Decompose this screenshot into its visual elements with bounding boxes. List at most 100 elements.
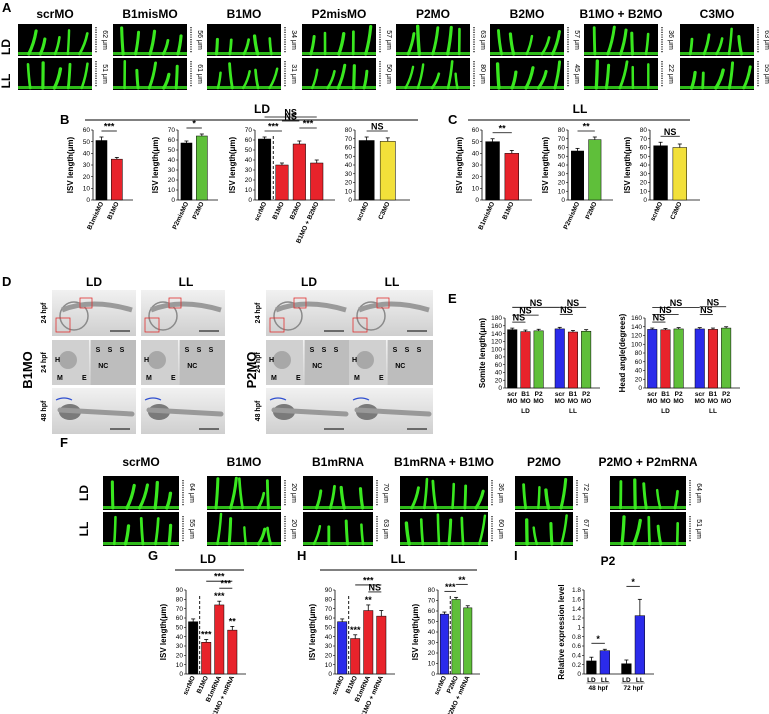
- x-tick-label-sub: MO: [533, 398, 543, 405]
- y-axis-label: ISV length(μm): [228, 136, 237, 193]
- panel-f-col-title: B1mRNA + B1MO: [394, 455, 494, 469]
- significance-label: *: [192, 119, 196, 129]
- label-e: E: [296, 375, 301, 382]
- vessel-sprout: [553, 60, 562, 90]
- panel-a-ll-image: [18, 58, 92, 90]
- y-tick-label: 60: [635, 359, 643, 366]
- embryo-image: [349, 290, 433, 336]
- y-tick-label: 100: [491, 346, 502, 353]
- eye-shape: [273, 351, 291, 369]
- bar: [350, 638, 361, 675]
- significance-label: NS: [700, 305, 713, 315]
- vessel-sprout: [549, 522, 554, 546]
- label-nc: NC: [312, 363, 322, 370]
- bar: [196, 135, 208, 201]
- bar: [588, 139, 602, 201]
- label-m: M: [57, 375, 63, 382]
- bar: [621, 663, 632, 675]
- significance-label: NS: [513, 313, 526, 323]
- x-tick-label: LD: [622, 677, 631, 684]
- panel-letter-g: G: [148, 548, 158, 563]
- panel-letter-a: A: [2, 0, 12, 15]
- x-tick-label-sub: MO: [568, 398, 578, 405]
- panel-a-ld-length: 56 μm: [196, 30, 203, 50]
- significance-label: **: [583, 122, 591, 132]
- y-tick-label: 20: [325, 653, 333, 660]
- bar: [672, 147, 687, 201]
- vessel-sprout: [447, 518, 453, 546]
- y-tick-label: 50: [325, 625, 333, 632]
- panel-a-row-label: LD: [0, 39, 13, 55]
- vessel-sprout: [139, 517, 145, 546]
- vessel-sprout: [360, 523, 365, 546]
- vessel-sprout: [594, 59, 599, 90]
- larva-body: [146, 407, 224, 417]
- y-tick-label: 30: [83, 162, 91, 169]
- dorsal-vessel: [400, 542, 488, 545]
- x-tick-label: scr: [555, 391, 565, 398]
- label-s: S: [197, 347, 202, 354]
- y-tick-label: 80: [558, 127, 566, 134]
- panel-a-ll-image: [207, 58, 281, 90]
- y-tick-label: 0: [431, 671, 435, 678]
- eye-shape: [59, 351, 77, 369]
- x-group-label: 48 hpf: [589, 685, 609, 692]
- dorsal-vessel: [207, 52, 281, 55]
- label-s: S: [185, 347, 190, 354]
- x-tick-label: LL: [636, 677, 644, 684]
- y-tick-label: 60: [168, 137, 176, 144]
- y-tick-label: 70: [245, 127, 253, 134]
- y-tick-label: 20: [176, 653, 184, 660]
- panel-f-ll-image: [400, 512, 488, 546]
- panel-f-ll-image: [103, 512, 179, 546]
- y-tick-label: 50: [83, 139, 91, 146]
- y-tick-label: 30: [345, 171, 353, 178]
- label-s: S: [209, 347, 214, 354]
- vessel-sprout: [419, 518, 425, 546]
- y-axis-label: ISV length(μm): [159, 603, 168, 660]
- bar: [363, 610, 374, 675]
- y-tick-label: 40: [345, 162, 353, 169]
- x-tick-label: B1MO: [106, 201, 120, 221]
- x-tick-label: P2misMO: [171, 201, 190, 231]
- somite-inset: [179, 340, 225, 385]
- x-tick-label: P2: [722, 391, 730, 398]
- y-tick-label: 20: [245, 177, 253, 184]
- panel-d-row-label: 48 hpf: [255, 400, 262, 421]
- zoom-box: [352, 317, 368, 333]
- vessel-sprout: [167, 523, 173, 546]
- bar-significance: ***: [201, 629, 212, 639]
- embryo-body: [61, 301, 133, 313]
- x-tick-label-sub: MO: [673, 398, 683, 405]
- bar: [533, 330, 544, 389]
- y-tick-label: 60: [472, 127, 480, 134]
- x-tick-label: LL: [601, 677, 609, 684]
- head-angle-marker: [144, 397, 162, 401]
- x-tick-label: B1: [709, 391, 718, 398]
- panel-a-ll-length: 22 μm: [667, 64, 674, 84]
- embryo-image: [266, 388, 350, 434]
- vessel-sprout: [66, 29, 71, 56]
- y-tick-label: 140: [631, 324, 642, 331]
- significance-label: **: [458, 575, 466, 585]
- significance-label: NS: [664, 127, 677, 137]
- bar: [571, 150, 584, 201]
- embryo-image: HM ES S SNC: [349, 340, 433, 385]
- y-tick-label: 50: [168, 147, 176, 154]
- vessel-sprout: [174, 64, 179, 90]
- y-tick-label: 90: [176, 587, 184, 594]
- y-tick-label: 40: [325, 634, 333, 641]
- vessel-sprout: [228, 38, 233, 56]
- x-tick-label: scrMO: [649, 201, 664, 222]
- yolk-outline: [148, 301, 178, 331]
- dorsal-vessel: [584, 52, 658, 55]
- panel-a-row-label: LL: [0, 74, 13, 89]
- vessel-sprout: [135, 68, 140, 90]
- y-tick-label: 50: [472, 139, 480, 146]
- y-tick-label: 40: [635, 368, 643, 375]
- bar: [673, 328, 684, 389]
- y-tick-label: 1.6: [572, 597, 581, 604]
- significance-label: NS: [567, 298, 580, 308]
- significance-label: NS: [284, 108, 297, 118]
